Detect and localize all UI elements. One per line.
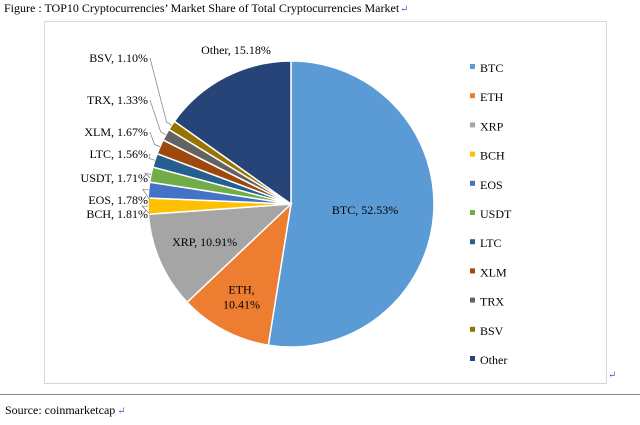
data-label-bsv: BSV, 1.10% xyxy=(89,51,148,65)
data-label-usdt: USDT, 1.71% xyxy=(81,171,148,185)
data-label-ltc: LTC, 1.56% xyxy=(89,147,148,161)
data-label-btc: BTC, 52.53% xyxy=(332,203,398,217)
legend-label-bsv: BSV xyxy=(480,324,504,338)
leader-line-ltc xyxy=(148,153,155,161)
pie-slices xyxy=(147,60,435,348)
legend-swatch-xlm xyxy=(470,268,475,274)
leader-line-eos xyxy=(141,188,151,201)
legend-label-eos: EOS xyxy=(480,178,503,192)
data-label-xrp: XRP, 10.91% xyxy=(172,235,237,249)
legend-label-xrp: XRP xyxy=(480,119,504,133)
leader-lines xyxy=(141,57,172,215)
legend-swatch-btc xyxy=(470,64,475,69)
legend-label-btc: BTC xyxy=(480,61,503,75)
legend-swatch-other xyxy=(470,356,475,361)
data-label-xlm: XLM, 1.67% xyxy=(84,125,148,139)
pie-slice-xrp xyxy=(147,203,294,304)
legend: BTC ETH XRP BCH EOS USDT LTC XLM TRX BSV Other xyxy=(470,61,512,367)
return-mark-icon: ↵ xyxy=(608,370,617,381)
legend-swatch-eth xyxy=(470,93,475,99)
legend-label-eth: ETH xyxy=(480,90,504,104)
legend-swatch-bsv xyxy=(470,326,475,332)
leader-line-bsv xyxy=(149,57,172,126)
source-note: Source: coinmarketcap ↵ xyxy=(5,402,126,420)
return-mark-icon: ↵ xyxy=(117,406,126,417)
legend-swatch-eos xyxy=(470,180,475,186)
legend-swatch-trx xyxy=(470,297,475,303)
data-labels: BTC, 52.53% ETH, 10.41% XRP, 10.91% BCH, 1.8… xyxy=(81,43,399,312)
leader-line-trx xyxy=(149,99,167,136)
data-label-eos: EOS, 1.78% xyxy=(88,193,148,207)
leader-line-usdt xyxy=(143,172,152,179)
pie-slice-other xyxy=(173,60,292,206)
data-label-other: Other, 15.18% xyxy=(201,43,271,57)
leader-line-xlm xyxy=(149,131,161,148)
legend-label-xlm: XLM xyxy=(480,265,507,279)
legend-label-ltc: LTC xyxy=(480,236,502,250)
source-text: Source: coinmarketcap xyxy=(5,403,116,417)
pie-slice-eth xyxy=(186,201,293,347)
legend-swatch-ltc xyxy=(470,239,475,245)
legend-label-other: Other xyxy=(480,353,507,367)
legend-label-bch: BCH xyxy=(480,149,505,163)
leader-line-bch xyxy=(141,205,151,215)
data-label-eth: ETH, 10.41% xyxy=(223,283,260,312)
legend-swatch-bch xyxy=(470,151,475,157)
return-mark-icon: ↵ xyxy=(400,4,409,15)
pie-slice-btc xyxy=(267,60,435,348)
figure-caption-text: Figure : TOP10 Cryptocurrencies’ Market … xyxy=(4,1,400,15)
legend-label-trx: TRX xyxy=(480,295,504,309)
data-label-bch: BCH, 1.81% xyxy=(86,207,148,221)
figure-caption: Figure : TOP10 Cryptocurrencies’ Market … xyxy=(4,0,409,18)
legend-swatch-xrp xyxy=(470,122,475,128)
legend-swatch-usdt xyxy=(470,210,475,215)
data-label-trx: TRX, 1.33% xyxy=(87,93,148,107)
legend-label-usdt: USDT xyxy=(480,207,512,221)
divider xyxy=(0,394,640,395)
